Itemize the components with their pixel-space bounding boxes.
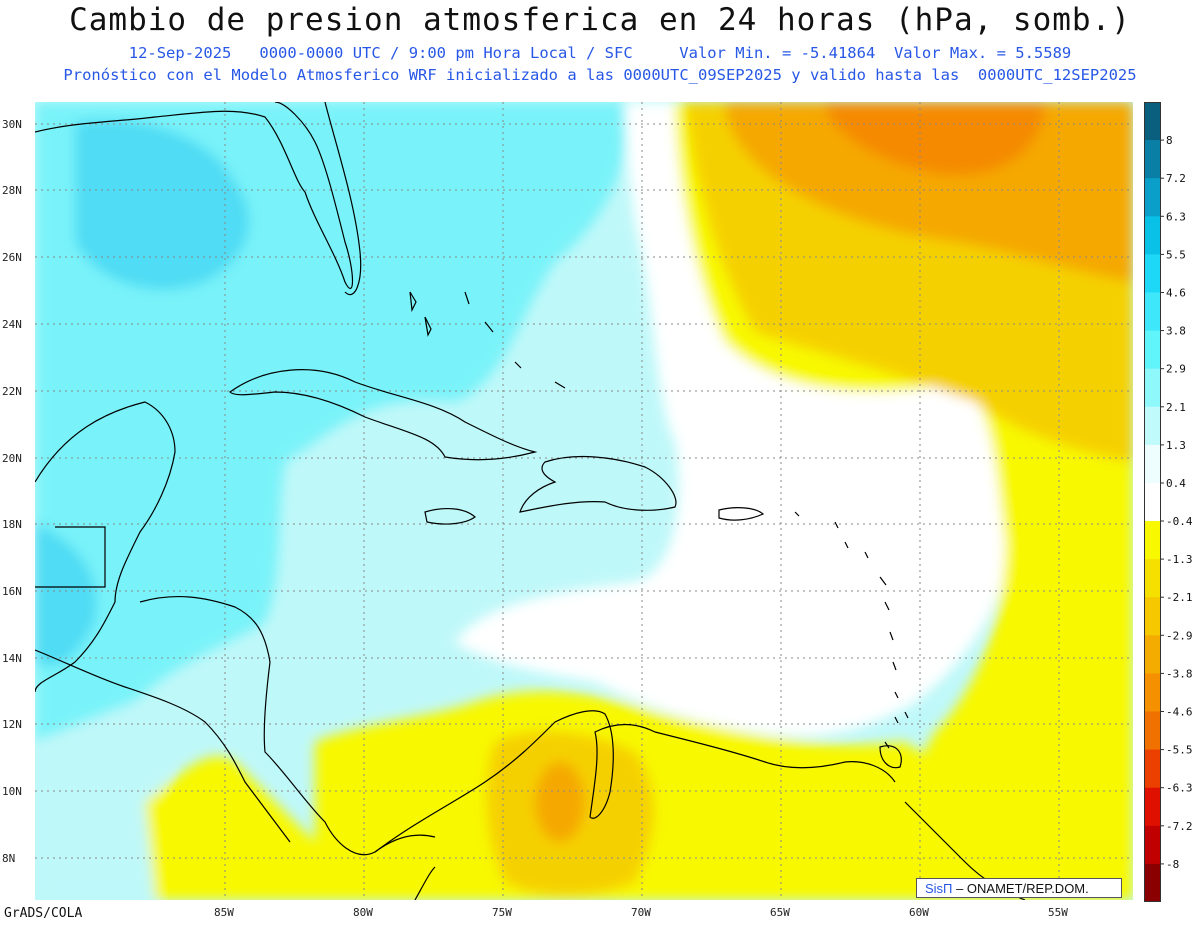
colorbar-swatch xyxy=(1144,178,1161,217)
colorbar-label: -0.4 xyxy=(1166,515,1193,528)
coast-south-america xyxy=(374,710,896,853)
map-subtitle-model-info: Pronóstico con el Modelo Atmosferico WRF… xyxy=(63,66,1137,84)
lat-label: 14N xyxy=(2,652,22,665)
coast-florida-east xyxy=(324,102,362,296)
colorbar-label: 8 xyxy=(1166,134,1173,147)
coast-trinidad xyxy=(879,745,902,769)
map-title: Cambio de presion atmosferica en 24 hora… xyxy=(69,2,1131,38)
lon-label: 80W xyxy=(353,906,373,919)
colorbar-swatch xyxy=(1144,863,1161,902)
colorbar-swatch xyxy=(1144,216,1161,255)
colorbar-swatch xyxy=(1144,406,1161,446)
colorbar: 8 7.2 6.3 5.5 4.6 3.8 2.9 2.1 1.3 0.4 -0.4 -1.3 -2.1… xyxy=(1144,102,1193,902)
field-region-neutral-pacific xyxy=(35,702,167,900)
lat-label: 10N xyxy=(2,785,22,798)
border-guatemala xyxy=(35,526,106,588)
colorbar-swatch xyxy=(1144,559,1161,598)
credit-box: SisΠ – ONAMET/REP.DOM. xyxy=(916,878,1122,898)
lon-label: 85W xyxy=(214,906,234,919)
colorbar-label: 2.1 xyxy=(1166,401,1186,414)
colorbar-swatch xyxy=(1144,635,1161,674)
coast-bottom xyxy=(414,866,436,900)
lat-label: 8N xyxy=(2,852,15,865)
field-region-orange-blob xyxy=(535,762,585,842)
credit-text: – ONAMET/REP.DOM. xyxy=(956,881,1089,896)
colorbar-label: -3.8 xyxy=(1166,667,1193,680)
colorbar-swatch xyxy=(1144,787,1161,827)
colorbar-label: 3.8 xyxy=(1166,325,1186,338)
colorbar-swatch xyxy=(1144,444,1161,484)
colorbar-label: 7.2 xyxy=(1166,172,1186,185)
lat-label: 20N xyxy=(2,452,22,465)
colorbar-label: 0.4 xyxy=(1166,477,1186,490)
map-subtitle-valid-time: 12-Sep-2025 0000-0000 UTC / 9:00 pm Hora… xyxy=(128,44,1072,62)
coast-puerto-rico xyxy=(718,507,765,521)
colorbar-label: -8 xyxy=(1166,858,1179,871)
colorbar-swatch xyxy=(1144,292,1161,332)
coast-yucatan xyxy=(35,401,176,693)
lat-label: 30N xyxy=(2,118,22,131)
colorbar-swatch xyxy=(1144,102,1161,141)
colorbar-label: -4.6 xyxy=(1166,706,1193,719)
field-region-yellow-central xyxy=(145,756,315,900)
pressure-change-map xyxy=(35,102,1133,900)
grads-footer: GrADS/COLA xyxy=(4,906,83,921)
latitude-axis: 30N 28N 26N 24N 22N 20N 18N 16N 14N 12N … xyxy=(2,118,22,865)
coast-central-pacific xyxy=(35,649,291,843)
coast-cuba xyxy=(229,369,538,461)
lat-label: 28N xyxy=(2,184,22,197)
colorbar-label: -2.1 xyxy=(1166,591,1193,604)
colorbar-swatch xyxy=(1144,254,1161,293)
colorbar-swatch xyxy=(1144,521,1161,560)
lon-label: 70W xyxy=(631,906,651,919)
coast-central-america xyxy=(139,595,436,856)
field-region-dark-orange xyxy=(825,102,1045,175)
colorbar-label: 4.6 xyxy=(1166,287,1186,300)
graticule xyxy=(35,102,1133,900)
coast-lesser-antilles xyxy=(794,511,909,749)
longitude-axis: 85W 80W 75W 70W 65W 60W 55W xyxy=(214,906,1068,919)
lon-label: 55W xyxy=(1048,906,1068,919)
field-region-neutral xyxy=(455,102,1015,736)
lon-label: 60W xyxy=(909,906,929,919)
colorbar-label: 6.3 xyxy=(1166,210,1186,223)
colorbar-label: 1.3 xyxy=(1166,439,1186,452)
coast-florida xyxy=(35,102,354,289)
colorbar-label: -7.2 xyxy=(1166,820,1193,833)
colorbar-swatch xyxy=(1144,482,1161,522)
colorbar-label: -2.9 xyxy=(1166,629,1193,642)
colorbar-label: -5.5 xyxy=(1166,744,1193,757)
colorbar-swatch xyxy=(1144,330,1161,370)
colorbar-label: 5.5 xyxy=(1166,248,1186,261)
coastlines xyxy=(35,102,1026,900)
field-region-dark-blue xyxy=(75,120,250,290)
lat-label: 18N xyxy=(2,518,22,531)
lat-label: 26N xyxy=(2,251,22,264)
credit-brand: SisΠ xyxy=(925,881,953,896)
coast-jamaica xyxy=(424,507,476,525)
lat-label: 12N xyxy=(2,718,22,731)
colorbar-swatch xyxy=(1144,368,1161,408)
colorbar-label: -1.3 xyxy=(1166,553,1193,566)
colorbar-swatch xyxy=(1144,749,1161,789)
lat-label: 16N xyxy=(2,585,22,598)
field-region-dark-blue-sw xyxy=(35,522,97,666)
colorbar-label: 2.9 xyxy=(1166,363,1186,376)
lat-label: 24N xyxy=(2,318,22,331)
colorbar-border xyxy=(1144,102,1161,902)
lon-label: 65W xyxy=(770,906,790,919)
colorbar-swatch xyxy=(1144,825,1161,865)
coast-bahamas xyxy=(409,291,566,389)
lat-label: 22N xyxy=(2,385,22,398)
colorbar-label: -6.3 xyxy=(1166,782,1193,795)
colorbar-swatch xyxy=(1144,597,1161,636)
colorbar-swatch xyxy=(1144,711,1161,751)
field-region-orange xyxy=(725,102,1133,282)
colorbar-swatch xyxy=(1144,673,1161,713)
lon-label: 75W xyxy=(492,906,512,919)
colorbar-swatch xyxy=(1144,140,1161,179)
coast-hispaniola xyxy=(519,455,677,513)
